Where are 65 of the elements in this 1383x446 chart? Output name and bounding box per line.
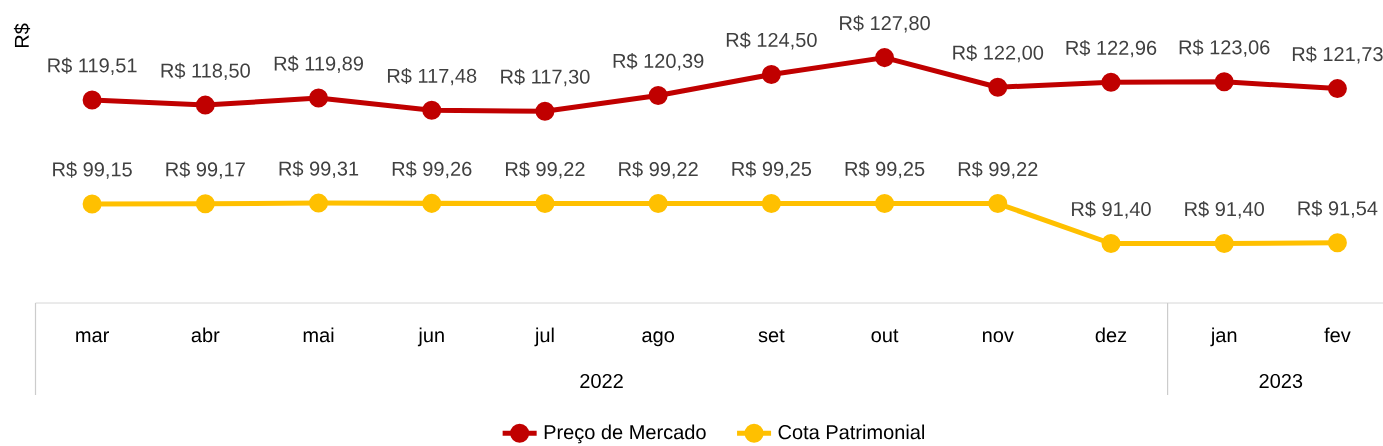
x-tick-label: mai: [303, 327, 334, 343]
point: [1327, 79, 1347, 99]
point: [988, 194, 1008, 214]
point: [535, 101, 555, 121]
point: [309, 193, 329, 213]
point: [988, 77, 1008, 97]
point: [1101, 72, 1121, 92]
data-label: R$ 91,54: [1298, 200, 1378, 218]
data-label: R$ 118,50: [161, 62, 250, 81]
point: [1327, 233, 1347, 253]
data-label: R$ 99,15: [53, 161, 132, 179]
x-tick-label: set: [758, 329, 785, 343]
x-tick-label: fev: [1324, 327, 1351, 343]
data-label: R$ 91,40: [1185, 201, 1264, 219]
point: [761, 193, 781, 213]
data-label: R$ 122,00: [953, 44, 1044, 63]
x-tick-label: dez: [1095, 327, 1127, 343]
data-label: R$ 127,80: [840, 15, 930, 33]
point: [195, 95, 215, 115]
text: 2022: [580, 373, 623, 389]
legend-label: Preço de Mercado: [544, 424, 706, 444]
x-tick-label: mar: [76, 331, 110, 343]
data-label: R$ 99,26: [392, 160, 472, 179]
point: [82, 90, 102, 110]
data-label: R$ 99,22: [506, 161, 585, 179]
data-label: R$ 99,17: [166, 161, 245, 179]
x-tick-label: nov: [983, 331, 1014, 343]
data-label: R$ 99,22: [619, 161, 698, 179]
point: [1214, 234, 1234, 254]
point: [875, 48, 895, 68]
data-label: R$ 120,39: [613, 53, 704, 71]
data-label: R$ 119,89: [274, 55, 363, 73]
point: [761, 64, 781, 84]
point: [648, 194, 668, 214]
data-label: R$ 117,48: [387, 67, 477, 86]
point: [875, 193, 895, 213]
data-label: R$ 121,73: [1292, 46, 1383, 64]
text: 2023: [1259, 373, 1303, 389]
x-tick-label: ago: [642, 331, 674, 347]
x-tick-label: jan: [1210, 327, 1237, 347]
point: [1214, 72, 1234, 92]
x-tick-label: abr: [191, 327, 220, 343]
point: [648, 85, 668, 105]
data-label: R$ 124,50: [726, 32, 817, 50]
point: [82, 194, 102, 214]
x-tick-label: jul: [534, 327, 554, 347]
point: [422, 100, 442, 120]
point: [1101, 234, 1121, 254]
y-axis-title: R$: [13, 23, 31, 48]
data-label: R$ 91,40: [1072, 201, 1151, 219]
point: [422, 193, 442, 213]
x-tick-label: jun: [417, 327, 444, 347]
data-label: R$ 99,31: [279, 160, 359, 179]
data-label: R$ 117,30: [501, 68, 590, 87]
legend-label: Cota Patrimonial: [778, 424, 924, 440]
point: [195, 194, 215, 214]
data-label: R$ 99,22: [958, 161, 1038, 179]
data-label: R$ 99,25: [845, 160, 925, 179]
data-label: R$ 122,96: [1066, 39, 1157, 58]
point: [535, 194, 555, 214]
x-tick-label: out: [871, 329, 899, 343]
point: [309, 88, 329, 108]
data-label: R$ 119,51: [48, 57, 137, 75]
data-label: R$ 123,06: [1179, 39, 1270, 57]
data-label: R$ 99,25: [732, 160, 812, 179]
